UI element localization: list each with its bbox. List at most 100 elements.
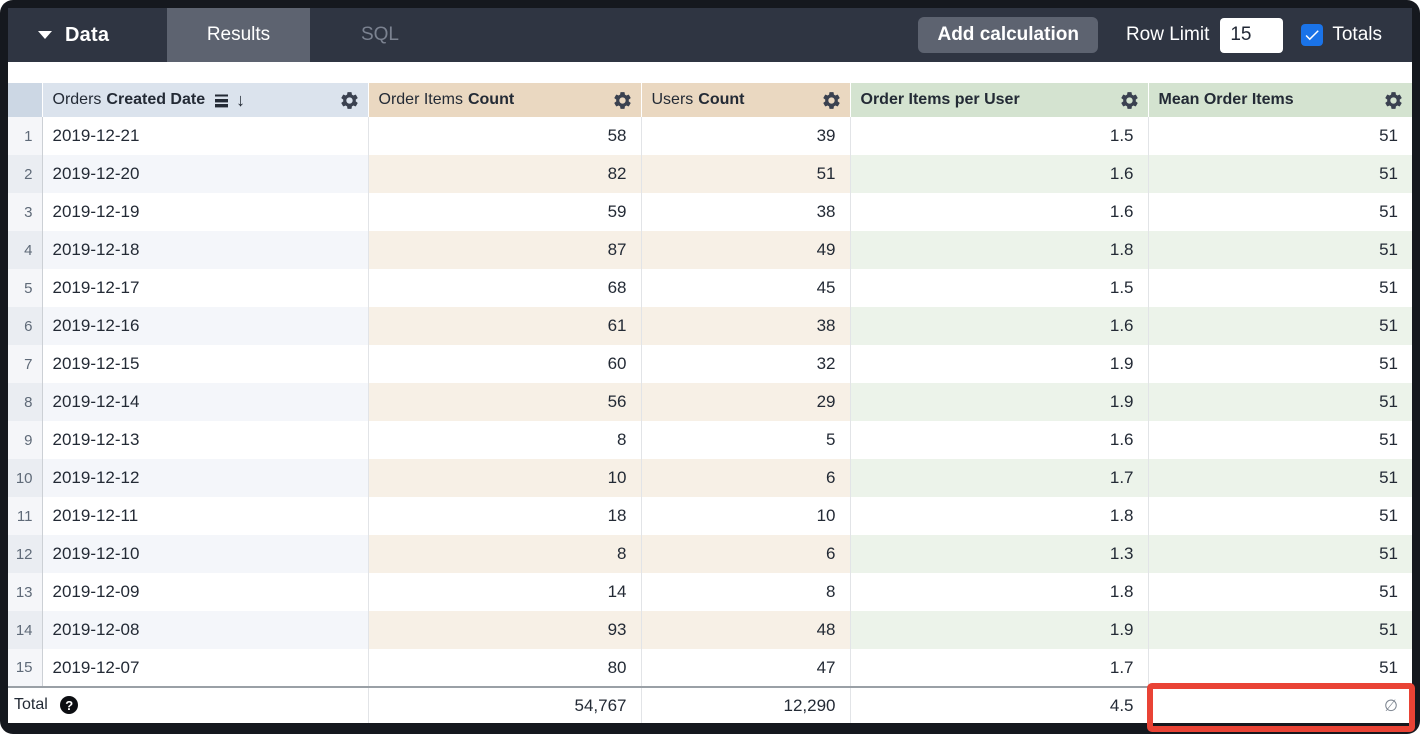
- total-mean-order-items[interactable]: ∅: [1146, 683, 1415, 732]
- cell-mean-order-items[interactable]: 51: [1148, 193, 1412, 231]
- tab-results[interactable]: Results: [167, 8, 310, 62]
- total-order-items-per-user[interactable]: 4.5: [850, 686, 1149, 723]
- cell-order-items-per-user[interactable]: 1.9: [850, 383, 1149, 421]
- cell-orders-created-date[interactable]: 2019-12-07: [42, 649, 369, 687]
- cell-orders-created-date[interactable]: 2019-12-12: [42, 459, 369, 497]
- cell-order-items-count[interactable]: 82: [368, 155, 642, 193]
- cell-users-count[interactable]: 39: [641, 117, 851, 155]
- cell-orders-created-date[interactable]: 2019-12-17: [42, 269, 369, 307]
- total-users-count[interactable]: 12,290: [641, 686, 851, 723]
- cell-mean-order-items[interactable]: 51: [1148, 345, 1412, 383]
- cell-order-items-per-user[interactable]: 1.3: [850, 535, 1149, 573]
- cell-order-items-count[interactable]: 60: [368, 345, 642, 383]
- cell-order-items-per-user[interactable]: 1.8: [850, 497, 1149, 535]
- cell-order-items-per-user[interactable]: 1.6: [850, 193, 1149, 231]
- cell-orders-created-date[interactable]: 2019-12-11: [42, 497, 369, 535]
- cell-order-items-per-user[interactable]: 1.5: [850, 117, 1149, 155]
- cell-order-items-per-user[interactable]: 1.7: [850, 459, 1149, 497]
- cell-orders-created-date[interactable]: 2019-12-09: [42, 573, 369, 611]
- cell-order-items-per-user[interactable]: 1.9: [850, 611, 1149, 649]
- cell-mean-order-items[interactable]: 51: [1148, 611, 1412, 649]
- cell-order-items-count[interactable]: 8: [368, 421, 642, 459]
- cell-order-items-count[interactable]: 56: [368, 383, 642, 421]
- cell-mean-order-items[interactable]: 51: [1148, 269, 1412, 307]
- cell-orders-created-date[interactable]: 2019-12-19: [42, 193, 369, 231]
- data-menu[interactable]: Data: [8, 8, 167, 62]
- cell-order-items-per-user[interactable]: 1.6: [850, 421, 1149, 459]
- cell-mean-order-items[interactable]: 51: [1148, 421, 1412, 459]
- gear-icon[interactable]: [339, 90, 360, 111]
- cell-order-items-count[interactable]: 58: [368, 117, 642, 155]
- cell-orders-created-date[interactable]: 2019-12-08: [42, 611, 369, 649]
- cell-mean-order-items[interactable]: 51: [1148, 383, 1412, 421]
- cell-orders-created-date[interactable]: 2019-12-10: [42, 535, 369, 573]
- cell-users-count[interactable]: 8: [641, 573, 851, 611]
- cell-order-items-per-user[interactable]: 1.6: [850, 307, 1149, 345]
- column-header-mean-order-items[interactable]: Mean Order Items: [1148, 83, 1412, 117]
- column-header-users-count[interactable]: Users Count: [641, 83, 851, 117]
- cell-users-count[interactable]: 5: [641, 421, 851, 459]
- totals-checkbox[interactable]: [1301, 24, 1324, 46]
- cell-mean-order-items[interactable]: 51: [1148, 573, 1412, 611]
- column-header-order-items-count[interactable]: Order Items Count: [368, 83, 642, 117]
- row-number: 7: [8, 345, 43, 383]
- cell-users-count[interactable]: 51: [641, 155, 851, 193]
- cell-users-count[interactable]: 10: [641, 497, 851, 535]
- row-limit-input[interactable]: [1220, 17, 1284, 53]
- cell-order-items-count[interactable]: 18: [368, 497, 642, 535]
- cell-mean-order-items[interactable]: 51: [1148, 459, 1412, 497]
- cell-orders-created-date[interactable]: 2019-12-13: [42, 421, 369, 459]
- row-number: 12: [8, 535, 43, 573]
- cell-orders-created-date[interactable]: 2019-12-21: [42, 117, 369, 155]
- cell-order-items-per-user[interactable]: 1.7: [850, 649, 1149, 687]
- cell-order-items-count[interactable]: 61: [368, 307, 642, 345]
- cell-order-items-count[interactable]: 93: [368, 611, 642, 649]
- cell-order-items-per-user[interactable]: 1.8: [850, 231, 1149, 269]
- cell-order-items-per-user[interactable]: 1.6: [850, 155, 1149, 193]
- cell-mean-order-items[interactable]: 51: [1148, 117, 1412, 155]
- gear-icon[interactable]: [1119, 90, 1140, 111]
- cell-mean-order-items[interactable]: 51: [1148, 497, 1412, 535]
- gear-icon[interactable]: [612, 90, 633, 111]
- cell-order-items-per-user[interactable]: 1.8: [850, 573, 1149, 611]
- cell-users-count[interactable]: 32: [641, 345, 851, 383]
- cell-order-items-per-user[interactable]: 1.9: [850, 345, 1149, 383]
- cell-orders-created-date[interactable]: 2019-12-20: [42, 155, 369, 193]
- cell-mean-order-items[interactable]: 51: [1148, 649, 1412, 687]
- cell-orders-created-date[interactable]: 2019-12-14: [42, 383, 369, 421]
- gear-icon[interactable]: [1383, 90, 1404, 111]
- tab-sql[interactable]: SQL: [360, 24, 400, 45]
- cell-users-count[interactable]: 47: [641, 649, 851, 687]
- row-number: 2: [8, 155, 43, 193]
- cell-users-count[interactable]: 49: [641, 231, 851, 269]
- total-order-items-count[interactable]: 54,767: [368, 686, 642, 723]
- cell-order-items-count[interactable]: 14: [368, 573, 642, 611]
- cell-mean-order-items[interactable]: 51: [1148, 535, 1412, 573]
- totals-label[interactable]: Totals: [1332, 24, 1382, 45]
- cell-order-items-count[interactable]: 10: [368, 459, 642, 497]
- cell-order-items-count[interactable]: 59: [368, 193, 642, 231]
- cell-users-count[interactable]: 48: [641, 611, 851, 649]
- add-calculation-button[interactable]: Add calculation: [918, 17, 1098, 53]
- cell-orders-created-date[interactable]: 2019-12-15: [42, 345, 369, 383]
- cell-users-count[interactable]: 45: [641, 269, 851, 307]
- cell-users-count[interactable]: 38: [641, 193, 851, 231]
- cell-orders-created-date[interactable]: 2019-12-16: [42, 307, 369, 345]
- cell-mean-order-items[interactable]: 51: [1148, 155, 1412, 193]
- column-header-order-items-per-user[interactable]: Order Items per User: [850, 83, 1149, 117]
- cell-order-items-per-user[interactable]: 1.5: [850, 269, 1149, 307]
- cell-users-count[interactable]: 29: [641, 383, 851, 421]
- cell-mean-order-items[interactable]: 51: [1148, 231, 1412, 269]
- help-icon[interactable]: ?: [60, 696, 79, 715]
- cell-users-count[interactable]: 38: [641, 307, 851, 345]
- cell-order-items-count[interactable]: 8: [368, 535, 642, 573]
- cell-users-count[interactable]: 6: [641, 535, 851, 573]
- cell-order-items-count[interactable]: 68: [368, 269, 642, 307]
- column-header-orders-created-date[interactable]: Orders Created Date: [42, 83, 369, 117]
- cell-order-items-count[interactable]: 87: [368, 231, 642, 269]
- gear-icon[interactable]: [821, 90, 842, 111]
- cell-users-count[interactable]: 6: [641, 459, 851, 497]
- cell-mean-order-items[interactable]: 51: [1148, 307, 1412, 345]
- cell-orders-created-date[interactable]: 2019-12-18: [42, 231, 369, 269]
- cell-order-items-count[interactable]: 80: [368, 649, 642, 687]
